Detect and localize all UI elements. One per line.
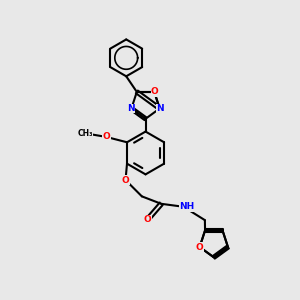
Text: O: O	[144, 215, 152, 224]
Text: N: N	[157, 104, 164, 113]
Text: N: N	[127, 104, 135, 113]
Text: CH₃: CH₃	[78, 129, 93, 138]
Text: O: O	[196, 242, 203, 251]
Text: NH: NH	[179, 202, 195, 211]
Text: O: O	[102, 132, 110, 141]
Text: O: O	[151, 87, 159, 96]
Text: O: O	[122, 176, 129, 184]
